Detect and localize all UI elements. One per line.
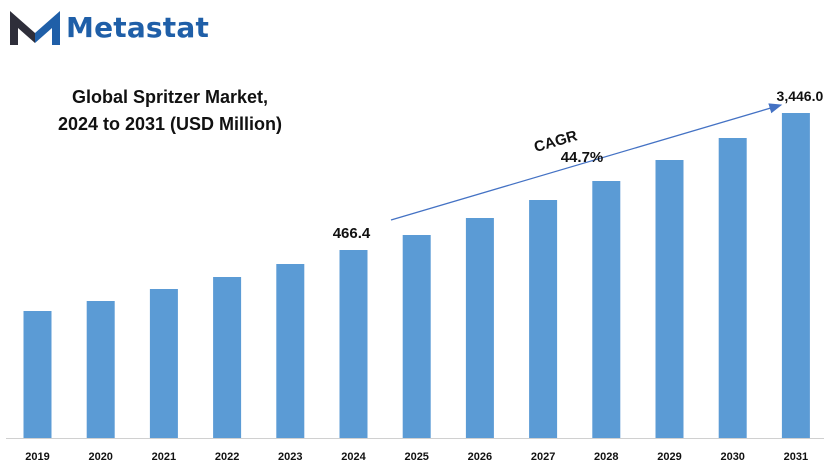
x-tick-label-2030: 2030 — [720, 451, 744, 463]
data-label-2031: 3,446.0 — [777, 88, 824, 104]
bar-2027 — [529, 200, 558, 438]
chart-title-line-2: 2024 to 2031 (USD Million) — [57, 114, 283, 134]
x-tick-label-2023: 2023 — [278, 451, 302, 463]
chart-title-line-1: Global Spritzer Market, — [71, 87, 269, 107]
bar-2025 — [402, 235, 431, 438]
brand-name: Metastat — [66, 10, 210, 44]
x-tick-label-2020: 2020 — [88, 451, 112, 463]
bar-2031 — [781, 113, 810, 438]
bar-2024 — [339, 250, 368, 438]
bar-2029 — [655, 160, 684, 438]
x-tick-label-2022: 2022 — [215, 451, 239, 463]
data-label-2024: 466.4 — [333, 225, 371, 242]
x-tick-label-2019: 2019 — [25, 451, 49, 463]
chart-title: Global Spritzer Market, 2024 to 2031 (US… — [40, 84, 300, 138]
x-tick-label-2026: 2026 — [468, 451, 492, 463]
cagr-arrow — [390, 103, 783, 221]
bar-2023 — [276, 264, 305, 438]
metastat-m-logo-icon — [10, 11, 60, 45]
x-tick-label-2029: 2029 — [657, 451, 681, 463]
bar-2020 — [86, 301, 115, 438]
bar-2022 — [213, 277, 242, 438]
bar-2030 — [718, 138, 747, 438]
bar-2021 — [149, 289, 178, 438]
x-tick-label-2031: 2031 — [784, 451, 808, 463]
x-tick-label-2021: 2021 — [152, 451, 176, 463]
bar-2026 — [465, 218, 494, 438]
bar-2028 — [592, 181, 621, 438]
bar-2019 — [23, 311, 52, 438]
x-tick-label-2027: 2027 — [531, 451, 555, 463]
x-tick-label-2028: 2028 — [594, 451, 618, 463]
brand-logo: Metastat — [8, 6, 209, 48]
cagr-value: 44.7% — [561, 149, 604, 166]
x-tick-label-2025: 2025 — [404, 451, 428, 463]
x-tick-label-2024: 2024 — [341, 451, 366, 463]
